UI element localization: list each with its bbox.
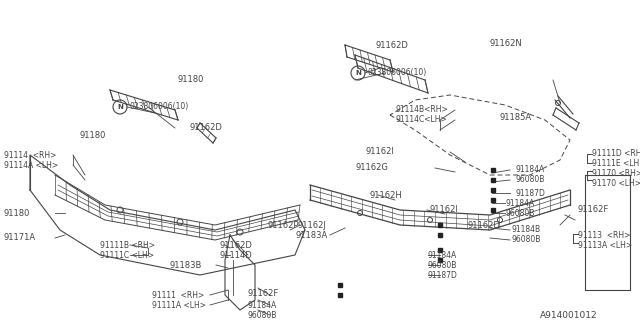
Text: 91162N: 91162N [490, 38, 523, 47]
Text: 91184A: 91184A [505, 198, 534, 207]
Text: 91114C<LH>: 91114C<LH> [395, 116, 447, 124]
Text: 91162J: 91162J [298, 220, 327, 229]
Text: 91111E <LH>: 91111E <LH> [592, 158, 640, 167]
Text: 91162G: 91162G [355, 164, 388, 172]
Text: 91162H: 91162H [370, 190, 403, 199]
Text: N: N [117, 104, 123, 110]
Text: 96080B: 96080B [512, 236, 541, 244]
Text: 91180: 91180 [178, 76, 204, 84]
Text: 96080B: 96080B [248, 310, 277, 319]
Text: 96080B: 96080B [515, 175, 545, 185]
Text: 91185A: 91185A [500, 113, 532, 122]
Text: 91111C <LH>: 91111C <LH> [100, 251, 154, 260]
Text: A914001012: A914001012 [540, 310, 598, 319]
Text: 91162D: 91162D [190, 124, 223, 132]
Text: 91111  <RH>: 91111 <RH> [152, 291, 204, 300]
Text: 91184A: 91184A [428, 251, 457, 260]
Text: 91113A <LH>: 91113A <LH> [578, 241, 632, 250]
Text: 91171A: 91171A [4, 234, 36, 243]
Text: N: N [355, 70, 361, 76]
Text: 91113  <RH>: 91113 <RH> [578, 230, 630, 239]
Text: 023806006(10): 023806006(10) [367, 68, 426, 77]
Text: 91114  <RH>: 91114 <RH> [4, 150, 56, 159]
Text: 91162I: 91162I [430, 205, 459, 214]
Text: 91114D: 91114D [220, 251, 253, 260]
Text: 91162D: 91162D [375, 41, 408, 50]
Text: 91111B <RH>: 91111B <RH> [100, 241, 155, 250]
Text: 91180: 91180 [4, 209, 30, 218]
Text: 91111A <LH>: 91111A <LH> [152, 300, 206, 309]
Text: 91170 <LH>: 91170 <LH> [592, 179, 640, 188]
Text: 023806006(10): 023806006(10) [129, 102, 188, 111]
Text: 96080B: 96080B [428, 260, 458, 269]
Text: 91187D: 91187D [428, 270, 458, 279]
Text: 91114B<RH>: 91114B<RH> [395, 106, 448, 115]
Text: 91162D: 91162D [468, 220, 501, 229]
Text: 91162F: 91162F [578, 205, 609, 214]
Text: 91180: 91180 [80, 131, 106, 140]
Text: 91162P: 91162P [268, 220, 300, 229]
Text: 91187D: 91187D [515, 188, 545, 197]
Text: 91184A: 91184A [515, 165, 544, 174]
Text: 91114A <LH>: 91114A <LH> [4, 161, 58, 170]
Text: 91111D <RH>: 91111D <RH> [592, 148, 640, 157]
Text: 91184A: 91184A [248, 300, 277, 309]
Text: 91162D: 91162D [220, 241, 253, 250]
Text: 96080B: 96080B [505, 209, 534, 218]
Text: 91183A: 91183A [295, 230, 327, 239]
Text: 91162F: 91162F [248, 289, 279, 298]
Text: 91170 <RH>: 91170 <RH> [592, 169, 640, 178]
Text: 91162I: 91162I [365, 148, 394, 156]
Text: 91183B: 91183B [170, 260, 202, 269]
Text: 91184B: 91184B [512, 226, 541, 235]
